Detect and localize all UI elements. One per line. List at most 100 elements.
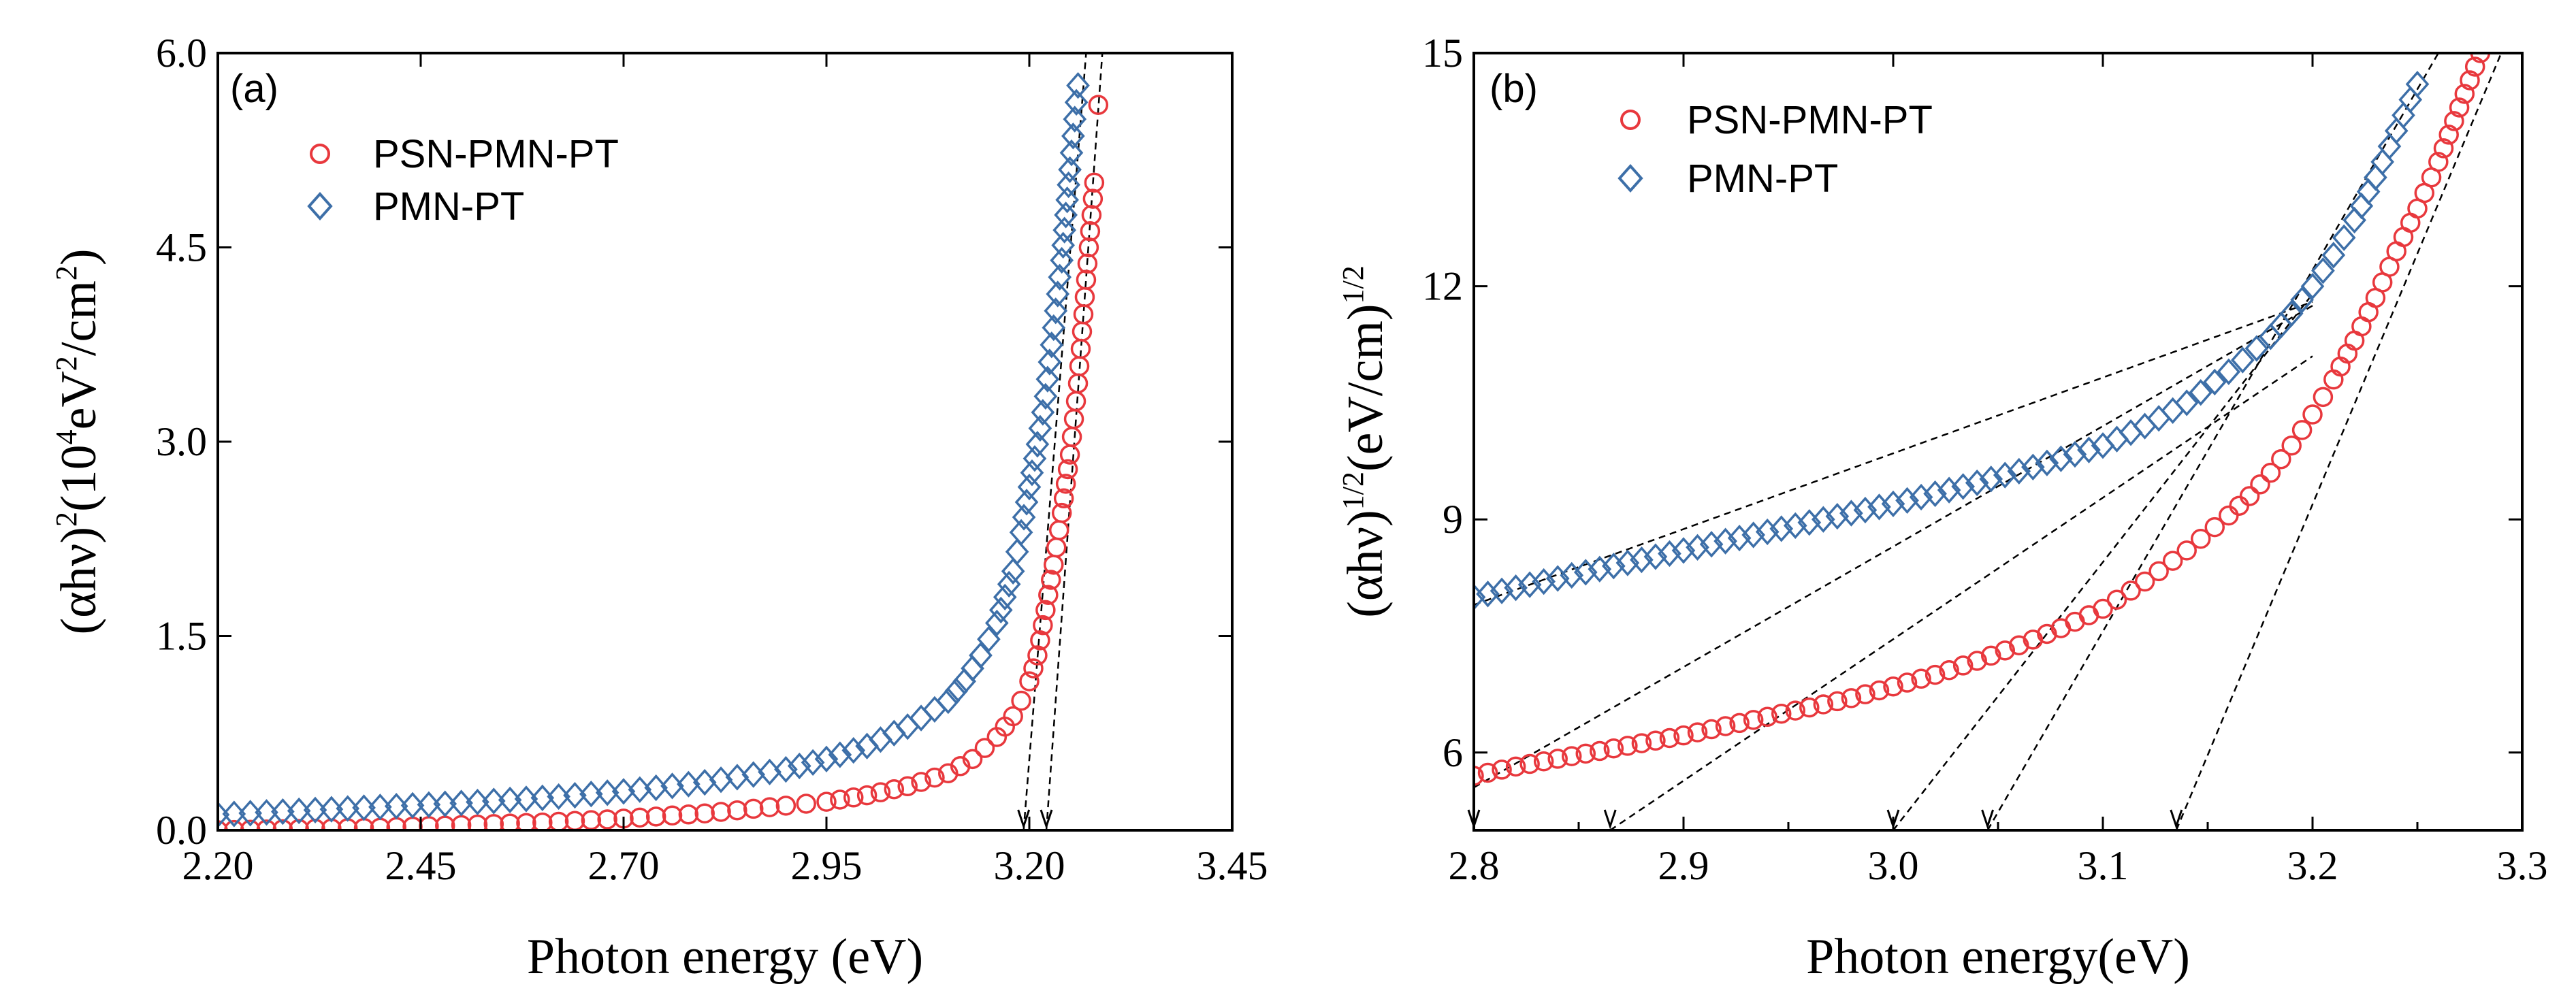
data-point-pmn-pt xyxy=(1951,473,1976,500)
data-point-pmn-pt xyxy=(1023,445,1047,472)
panel-label-b: (b) xyxy=(1490,67,1538,111)
data-point-psn-pmn-pt xyxy=(1729,713,1750,734)
data-point-psn-pmn-pt xyxy=(500,813,520,830)
data-point-psn-pmn-pt xyxy=(1939,659,1959,681)
data-point-pmn-pt xyxy=(2332,224,2356,251)
data-point-pmn-pt xyxy=(828,741,852,768)
data-point-psn-pmn-pt xyxy=(1799,697,1820,718)
data-point-pmn-pt xyxy=(1476,581,1500,608)
data-point-pmn-pt xyxy=(1741,521,1766,549)
data-point-pmn-pt xyxy=(1474,583,1486,611)
data-point-pmn-pt xyxy=(2392,101,2415,129)
data-point-psn-pmn-pt xyxy=(1715,716,1736,736)
data-point-psn-pmn-pt xyxy=(1813,694,1834,715)
data-point-psn-pmn-pt xyxy=(1561,746,1582,766)
data-point-pmn-pt xyxy=(1895,487,1919,514)
data-point-psn-pmn-pt xyxy=(1883,676,1903,697)
data-point-psn-pmn-pt xyxy=(1645,730,1666,751)
data-point-psn-pmn-pt xyxy=(2204,517,2225,538)
y-tick-label: 12 xyxy=(1422,264,1463,309)
data-point-pmn-pt xyxy=(1037,348,1062,376)
data-point-pmn-pt xyxy=(1054,201,1078,229)
data-point-pmn-pt xyxy=(814,745,839,772)
x-tick-label: 3.45 xyxy=(1197,843,1268,888)
data-point-pmn-pt xyxy=(1671,537,1696,564)
data-point-pmn-pt xyxy=(271,798,295,826)
data-point-pmn-pt xyxy=(1042,314,1066,342)
data-point-pmn-pt xyxy=(1588,555,1612,583)
data-point-pmn-pt xyxy=(1028,414,1052,442)
data-point-pmn-pt xyxy=(255,799,278,826)
data-point-pmn-pt xyxy=(1517,571,1542,598)
data-point-pmn-pt xyxy=(2161,397,2185,424)
data-point-pmn-pt xyxy=(1601,553,1626,580)
data-point-pmn-pt xyxy=(2398,86,2423,114)
data-point-pmn-pt xyxy=(1031,399,1055,426)
legend-label-pmn-pt-b: PMN-PT xyxy=(1687,157,1838,201)
data-point-pmn-pt xyxy=(801,749,825,777)
data-point-pmn-pt xyxy=(1797,509,1822,536)
x-tick-label: 3.0 xyxy=(1868,843,1919,888)
data-point-pmn-pt xyxy=(1573,559,1598,586)
data-point-pmn-pt xyxy=(2217,358,2241,385)
data-point-psn-pmn-pt xyxy=(2433,138,2454,159)
data-point-psn-pmn-pt xyxy=(467,814,488,830)
data-series-b xyxy=(1474,53,2491,786)
data-point-psn-pmn-pt xyxy=(1547,749,1568,769)
data-point-psn-pmn-pt xyxy=(1474,766,1484,786)
data-point-psn-pmn-pt xyxy=(2148,561,2169,582)
data-point-psn-pmn-pt xyxy=(2239,486,2260,506)
data-point-pmn-pt xyxy=(1055,186,1079,214)
data-point-pmn-pt xyxy=(997,570,1021,598)
data-point-pmn-pt xyxy=(2146,405,2171,432)
data-point-psn-pmn-pt xyxy=(1743,710,1764,730)
data-point-psn-pmn-pt xyxy=(1952,655,1974,676)
data-point-psn-pmn-pt xyxy=(1051,502,1072,523)
data-point-pmn-pt xyxy=(449,789,473,817)
data-point-psn-pmn-pt xyxy=(694,803,715,824)
data-point-pmn-pt xyxy=(1490,577,1514,604)
data-point-psn-pmn-pt xyxy=(2162,551,2183,571)
data-point-psn-pmn-pt xyxy=(897,776,918,797)
data-point-pmn-pt xyxy=(895,713,920,740)
data-point-pmn-pt xyxy=(1699,531,1724,558)
data-point-psn-pmn-pt xyxy=(483,814,504,830)
data-point-psn-pmn-pt xyxy=(870,782,891,802)
data-point-pmn-pt xyxy=(352,794,376,821)
x-tick-label: 2.45 xyxy=(385,843,457,888)
data-point-pmn-pt xyxy=(417,791,441,818)
data-point-pmn-pt xyxy=(1014,489,1039,516)
y-tick-label: 3.0 xyxy=(156,419,207,464)
data-point-pmn-pt xyxy=(1058,156,1082,183)
y-tick-label: 6.0 xyxy=(156,31,207,76)
x-tick-label: 3.2 xyxy=(2287,843,2338,888)
data-point-psn-pmn-pt xyxy=(1035,600,1056,621)
data-point-psn-pmn-pt xyxy=(2229,495,2249,516)
legend-label-psn-pmn-pt-b: PSN-PMN-PT xyxy=(1687,98,1933,142)
intercept-arrow xyxy=(1981,809,1995,830)
data-point-psn-pmn-pt xyxy=(1980,645,2001,666)
legend-marker-psn-pmn-pt-b xyxy=(1620,110,1641,130)
data-point-psn-pmn-pt xyxy=(1687,722,1708,742)
data-point-pmn-pt xyxy=(1005,538,1029,566)
data-point-psn-pmn-pt xyxy=(1011,690,1031,711)
data-point-pmn-pt xyxy=(1063,105,1087,133)
data-point-pmn-pt xyxy=(1727,524,1752,552)
y-axis-label-a: (αhν)2(104eV2/cm2) xyxy=(50,248,107,634)
data-point-psn-pmn-pt xyxy=(1030,630,1050,651)
data-point-psn-pmn-pt xyxy=(402,816,423,830)
y-axis-label-b: (αhν)1/2(eV/cm)1/2 xyxy=(1336,265,1394,618)
data-point-psn-pmn-pt xyxy=(2444,111,2464,131)
chart-panel-a: 2.20 2.45 2.70 2.95 3.20 3.450.01.53.04.56.0 … xyxy=(50,31,1268,985)
data-point-pmn-pt xyxy=(1937,476,1961,504)
data-point-pmn-pt xyxy=(2202,368,2227,396)
data-point-pmn-pt xyxy=(1643,543,1668,570)
legend-a: PSN-PMN-PT PMN-PT xyxy=(307,132,619,229)
x-tick-label: 3.20 xyxy=(994,843,1065,888)
data-series-a xyxy=(218,71,1109,830)
data-point-psn-pmn-pt xyxy=(1080,220,1101,242)
data-point-psn-pmn-pt xyxy=(1055,474,1076,494)
axis-ticks-b: 2.8 2.9 3.0 3.1 3.2 3.3 6 9 12 15 xyxy=(1422,31,2548,888)
data-point-pmn-pt xyxy=(2370,148,2395,176)
